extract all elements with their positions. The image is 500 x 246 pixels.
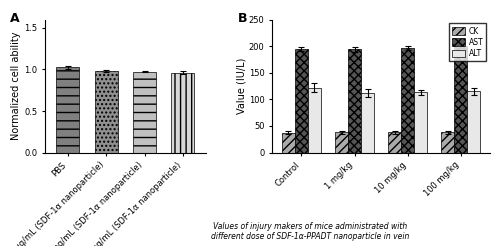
Y-axis label: Normalized cell ability: Normalized cell ability (12, 32, 22, 140)
Bar (295, 49, 308, 153)
Text: B: B (238, 12, 247, 25)
Bar (95, 71, 118, 153)
Text: Values of injury makers of mice administrated with
different dose of SDF-1α-PPAD: Values of injury makers of mice administ… (211, 222, 409, 241)
Bar (172, 73, 194, 153)
Bar (348, 49, 361, 153)
Bar (454, 46, 467, 153)
Bar (414, 92, 427, 153)
Bar (133, 72, 156, 153)
Bar (468, 92, 480, 153)
Bar (388, 132, 401, 153)
Bar (402, 48, 414, 153)
Text: A: A (10, 12, 19, 25)
Legend: CK, AST, ALT: CK, AST, ALT (448, 24, 486, 61)
Bar (308, 88, 321, 153)
Bar (361, 93, 374, 153)
Y-axis label: Value (IU/L): Value (IU/L) (236, 58, 246, 114)
Bar (335, 132, 348, 153)
Bar (442, 132, 454, 153)
Bar (282, 133, 295, 153)
Bar (56, 67, 80, 153)
